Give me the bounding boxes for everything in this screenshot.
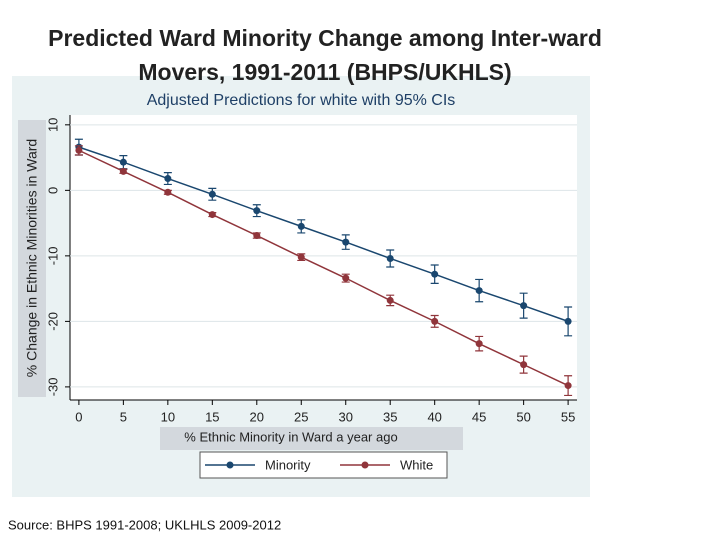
x-tick-label: 0 bbox=[75, 409, 82, 424]
data-point bbox=[520, 302, 528, 310]
legend-marker bbox=[226, 461, 234, 469]
data-point bbox=[475, 287, 483, 295]
data-point bbox=[564, 317, 572, 325]
data-point bbox=[119, 158, 127, 166]
x-tick-label: 35 bbox=[383, 409, 397, 424]
series-line bbox=[78, 149, 569, 387]
x-tick-label: 55 bbox=[561, 409, 575, 424]
data-point bbox=[164, 175, 172, 183]
x-tick-label: 20 bbox=[250, 409, 264, 424]
data-point bbox=[475, 340, 483, 348]
data-point bbox=[164, 188, 172, 196]
data-point bbox=[431, 270, 439, 278]
x-tick-label: 45 bbox=[472, 409, 486, 424]
data-point bbox=[208, 190, 216, 198]
x-tick-label: 50 bbox=[516, 409, 530, 424]
y-tick-label: -20 bbox=[45, 312, 60, 331]
y-label-highlight bbox=[18, 120, 46, 397]
x-label-highlight bbox=[160, 427, 463, 450]
slide-title: Predicted Ward Minority Change among Int… bbox=[48, 25, 602, 51]
data-point bbox=[119, 167, 127, 175]
x-tick-label: 30 bbox=[339, 409, 353, 424]
y-tick-label: -10 bbox=[45, 246, 60, 265]
y-tick-label: -30 bbox=[45, 377, 60, 396]
data-point bbox=[253, 207, 261, 215]
source-note: Source: BHPS 1991-2008; UKLHLS 2009-2012 bbox=[8, 517, 281, 532]
data-point bbox=[75, 146, 83, 154]
data-point bbox=[386, 296, 394, 304]
chart-subtitle: Adjusted Predictions for white with 95% … bbox=[147, 92, 456, 109]
series-line bbox=[78, 146, 569, 323]
x-tick-label: 25 bbox=[294, 409, 308, 424]
legend-label: Minority bbox=[265, 457, 311, 472]
x-tick-label: 5 bbox=[120, 409, 127, 424]
data-point bbox=[564, 382, 572, 390]
x-axis-label: % Ethnic Minority in Ward a year ago bbox=[184, 429, 397, 444]
x-tick-label: 40 bbox=[427, 409, 441, 424]
legend-marker bbox=[361, 461, 369, 469]
x-tick-label: 10 bbox=[161, 409, 175, 424]
data-point bbox=[297, 222, 305, 230]
data-point bbox=[208, 211, 216, 219]
legend-label: White bbox=[400, 457, 433, 472]
legend-box bbox=[199, 451, 448, 479]
data-point bbox=[342, 274, 350, 282]
data-point bbox=[520, 361, 528, 369]
data-point bbox=[342, 238, 350, 246]
data-point bbox=[297, 253, 305, 261]
data-point bbox=[431, 317, 439, 325]
slide-title: Movers, 1991-2011 (BHPS/UKHLS) bbox=[138, 59, 511, 85]
data-point bbox=[386, 254, 394, 262]
y-tick-label: 0 bbox=[45, 187, 60, 194]
y-tick-label: 10 bbox=[45, 118, 60, 132]
y-axis-label: % Change in Ethnic Minorities in Ward bbox=[24, 139, 40, 377]
data-point bbox=[253, 232, 261, 240]
x-tick-label: 15 bbox=[205, 409, 219, 424]
plot-area bbox=[70, 115, 577, 400]
